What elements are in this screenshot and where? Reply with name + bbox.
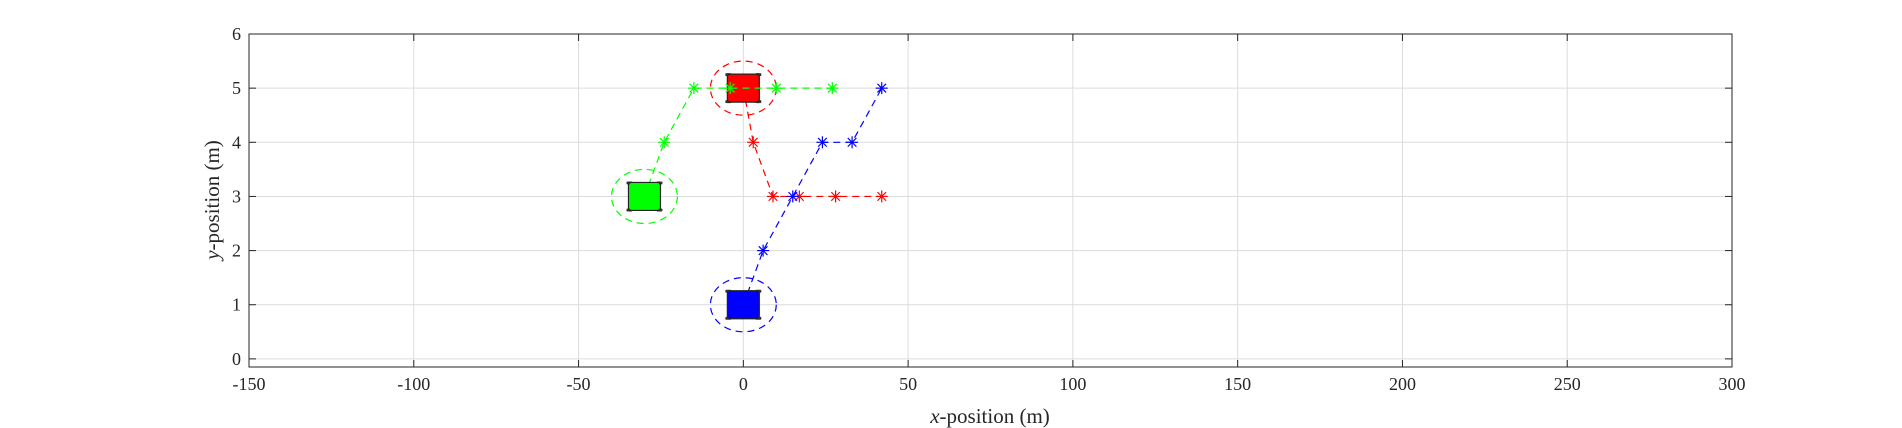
trajectory-line [643,87,833,197]
y-tick-label: 1 [232,295,241,315]
vehicle-series [610,82,839,225]
path-point [786,190,799,203]
point-stroke [877,191,887,202]
vehicle-series [709,82,888,333]
vehicle-body [726,290,760,320]
data-layer [610,60,888,333]
path-point [658,136,671,149]
path-point [687,82,700,95]
path-point [875,82,888,95]
trajectory-line [742,88,882,198]
path-point [770,82,783,95]
y-tick-label: 5 [232,78,241,98]
x-tick-label: 300 [1719,374,1746,394]
x-tick-label: -100 [397,374,430,394]
vehicle-body [627,181,662,212]
point-stroke [725,83,735,93]
x-tick-label: 200 [1389,374,1416,394]
plot-area [249,34,1732,367]
path-point [724,82,737,95]
x-tick-label: 250 [1554,374,1581,394]
x-tick-label: -50 [567,374,591,394]
y-tick-label: 6 [232,24,241,44]
point-stroke [768,191,778,202]
plot-box [248,33,1733,368]
vehicle-marker [725,289,762,320]
safety-ellipse [610,168,679,225]
path-point [846,136,859,149]
y-tick-label: 3 [232,186,241,206]
x-tick-label: 50 [899,374,917,394]
x-tick-label: 0 [739,374,748,394]
trajectory-line [742,87,883,305]
point-stroke [771,83,782,93]
path-point [826,82,839,95]
point-stroke [788,191,798,202]
x-tick-label: -150 [233,374,266,394]
y-tick-label: 4 [232,132,241,152]
path-point [816,136,829,149]
point-stroke [830,191,841,202]
point-stroke [659,137,669,148]
vehicle-marker [626,181,663,212]
x-axis-label: x-position (m) [929,404,1050,428]
point-stroke [877,83,887,93]
point-stroke [758,245,768,256]
y-tick-label: 2 [232,241,241,261]
path-point [757,244,770,257]
point-stroke [847,137,857,148]
point-stroke [827,83,838,93]
path-point [875,190,888,203]
path-point [766,190,779,203]
point-stroke [817,137,828,148]
x-tick-label: 150 [1224,374,1251,394]
point-stroke [748,137,758,148]
y-tick-label: 0 [232,349,241,369]
y-axis-label: y-position (m) [200,140,224,262]
safety-ellipse [709,277,777,333]
axis-ticks [248,33,1733,367]
point-stroke [689,83,699,93]
path-point [747,136,760,149]
tick-labels: -150 -100 -50 0 50 100 150 200 250 300 0 1 2 3 4 5 6 [232,24,1746,394]
path-point [829,190,842,203]
x-tick-label: 100 [1059,374,1086,394]
